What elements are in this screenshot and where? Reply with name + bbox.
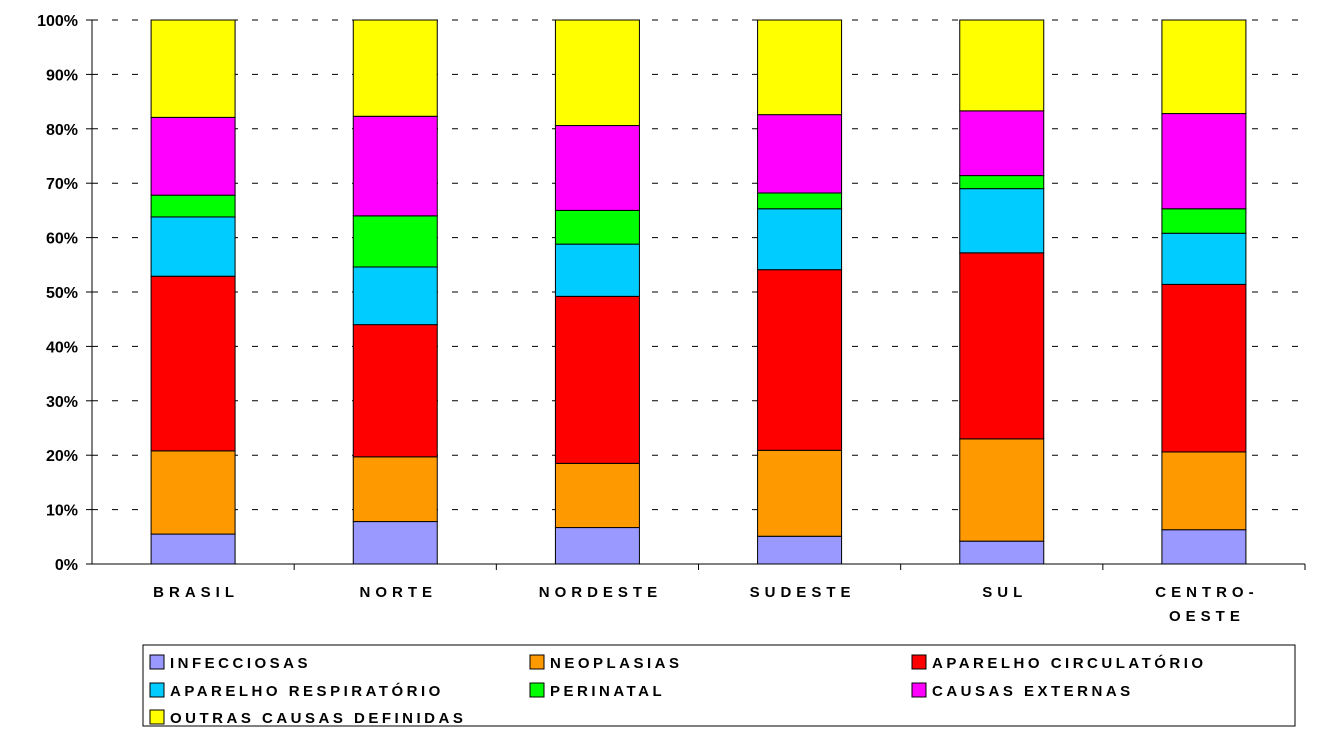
bar-segment <box>757 269 843 451</box>
y-tick-label: 60% <box>46 231 78 248</box>
bar-segment <box>554 462 640 529</box>
bar-segment <box>959 110 1045 177</box>
x-tick-label: OESTE <box>1169 608 1245 625</box>
gridlines <box>92 19 1305 511</box>
legend-label: APARELHO CIRCULATÓRIO <box>932 654 1207 672</box>
bar-segment <box>959 175 1045 190</box>
bar-segment <box>959 19 1045 112</box>
y-tick-label: 90% <box>46 67 78 84</box>
y-tick-label: 10% <box>46 503 78 520</box>
x-tick-label: NORDESTE <box>539 584 662 601</box>
bar-segment <box>757 449 843 537</box>
bar-segment <box>352 19 438 117</box>
bar-segment <box>150 116 236 196</box>
legend: INFECCIOSAS NEOPLASIAS APARELHO CIRCULATÓR… <box>142 644 1296 727</box>
bar-segment <box>1161 113 1247 210</box>
legend-label: PERINATAL <box>550 683 665 700</box>
x-tick-label: SUL <box>982 584 1027 601</box>
bar-segment <box>757 19 843 116</box>
legend-label: CAUSAS EXTERNAS <box>932 683 1134 700</box>
bar-segment <box>554 19 640 127</box>
y-tick-label: 50% <box>46 285 78 302</box>
bar-segment <box>1161 232 1247 285</box>
bar-segment <box>959 252 1045 440</box>
bar-segment <box>1161 529 1247 565</box>
y-tick-label: 30% <box>46 394 78 411</box>
legend-label: NEOPLASIAS <box>550 655 683 672</box>
x-tick-label: NORTE <box>360 584 438 601</box>
axes: 0% 10% 20% 30% 40% 50% 60% 70% 80% 90% 100% BRASIL N… <box>37 13 1306 625</box>
bar-segment <box>352 324 438 458</box>
legend-swatch <box>911 654 927 670</box>
bar-segment <box>352 266 438 326</box>
legend-box <box>142 644 1296 727</box>
bars <box>150 19 1247 565</box>
bar-segment <box>150 450 236 535</box>
bar-segment <box>150 19 236 118</box>
y-tick-label: 40% <box>46 339 78 356</box>
legend-label: APARELHO RESPIRATÓRIO <box>170 682 444 700</box>
bar-segment <box>757 114 843 194</box>
bar-segment <box>959 438 1045 542</box>
y-tick-label: 0% <box>55 557 78 574</box>
bar-segment <box>352 215 438 268</box>
bar-segment <box>150 194 236 218</box>
bar-segment <box>352 115 438 217</box>
y-tick-label: 20% <box>46 448 78 465</box>
legend-swatch <box>149 682 165 698</box>
legend-swatch <box>529 654 545 670</box>
bar-segment <box>352 456 438 523</box>
legend-swatch <box>529 682 545 698</box>
bar-segment <box>757 535 843 565</box>
x-tick-label: BRASIL <box>153 584 239 601</box>
legend-label: OUTRAS CAUSAS DEFINIDAS <box>170 710 466 727</box>
bar-segment <box>1161 451 1247 531</box>
bar-segment <box>150 216 236 277</box>
bar-segment <box>757 208 843 271</box>
bar-segment <box>554 243 640 297</box>
bar-segment <box>554 527 640 565</box>
bar-segment <box>1161 283 1247 453</box>
bar-segment <box>1161 19 1247 115</box>
y-tick-label: 70% <box>46 176 78 193</box>
bar-segment <box>554 125 640 211</box>
x-tick-label: SUDESTE <box>750 584 856 601</box>
bar-segment <box>150 533 236 565</box>
bar-segment <box>554 209 640 245</box>
bar-segment <box>959 188 1045 254</box>
bar-segment <box>554 295 640 464</box>
legend-swatch <box>149 654 165 670</box>
legend-label: INFECCIOSAS <box>170 655 311 672</box>
bar-segment <box>757 192 843 210</box>
y-tick-label: 100% <box>37 13 78 30</box>
legend-swatch <box>911 682 927 698</box>
legend-swatch <box>149 709 165 725</box>
bar-segment <box>1161 208 1247 234</box>
bar-segment <box>352 521 438 565</box>
y-tick-label: 80% <box>46 122 78 139</box>
bar-segment <box>150 275 236 452</box>
x-tick-label: CENTRO- <box>1155 584 1258 601</box>
bar-segment <box>959 540 1045 565</box>
